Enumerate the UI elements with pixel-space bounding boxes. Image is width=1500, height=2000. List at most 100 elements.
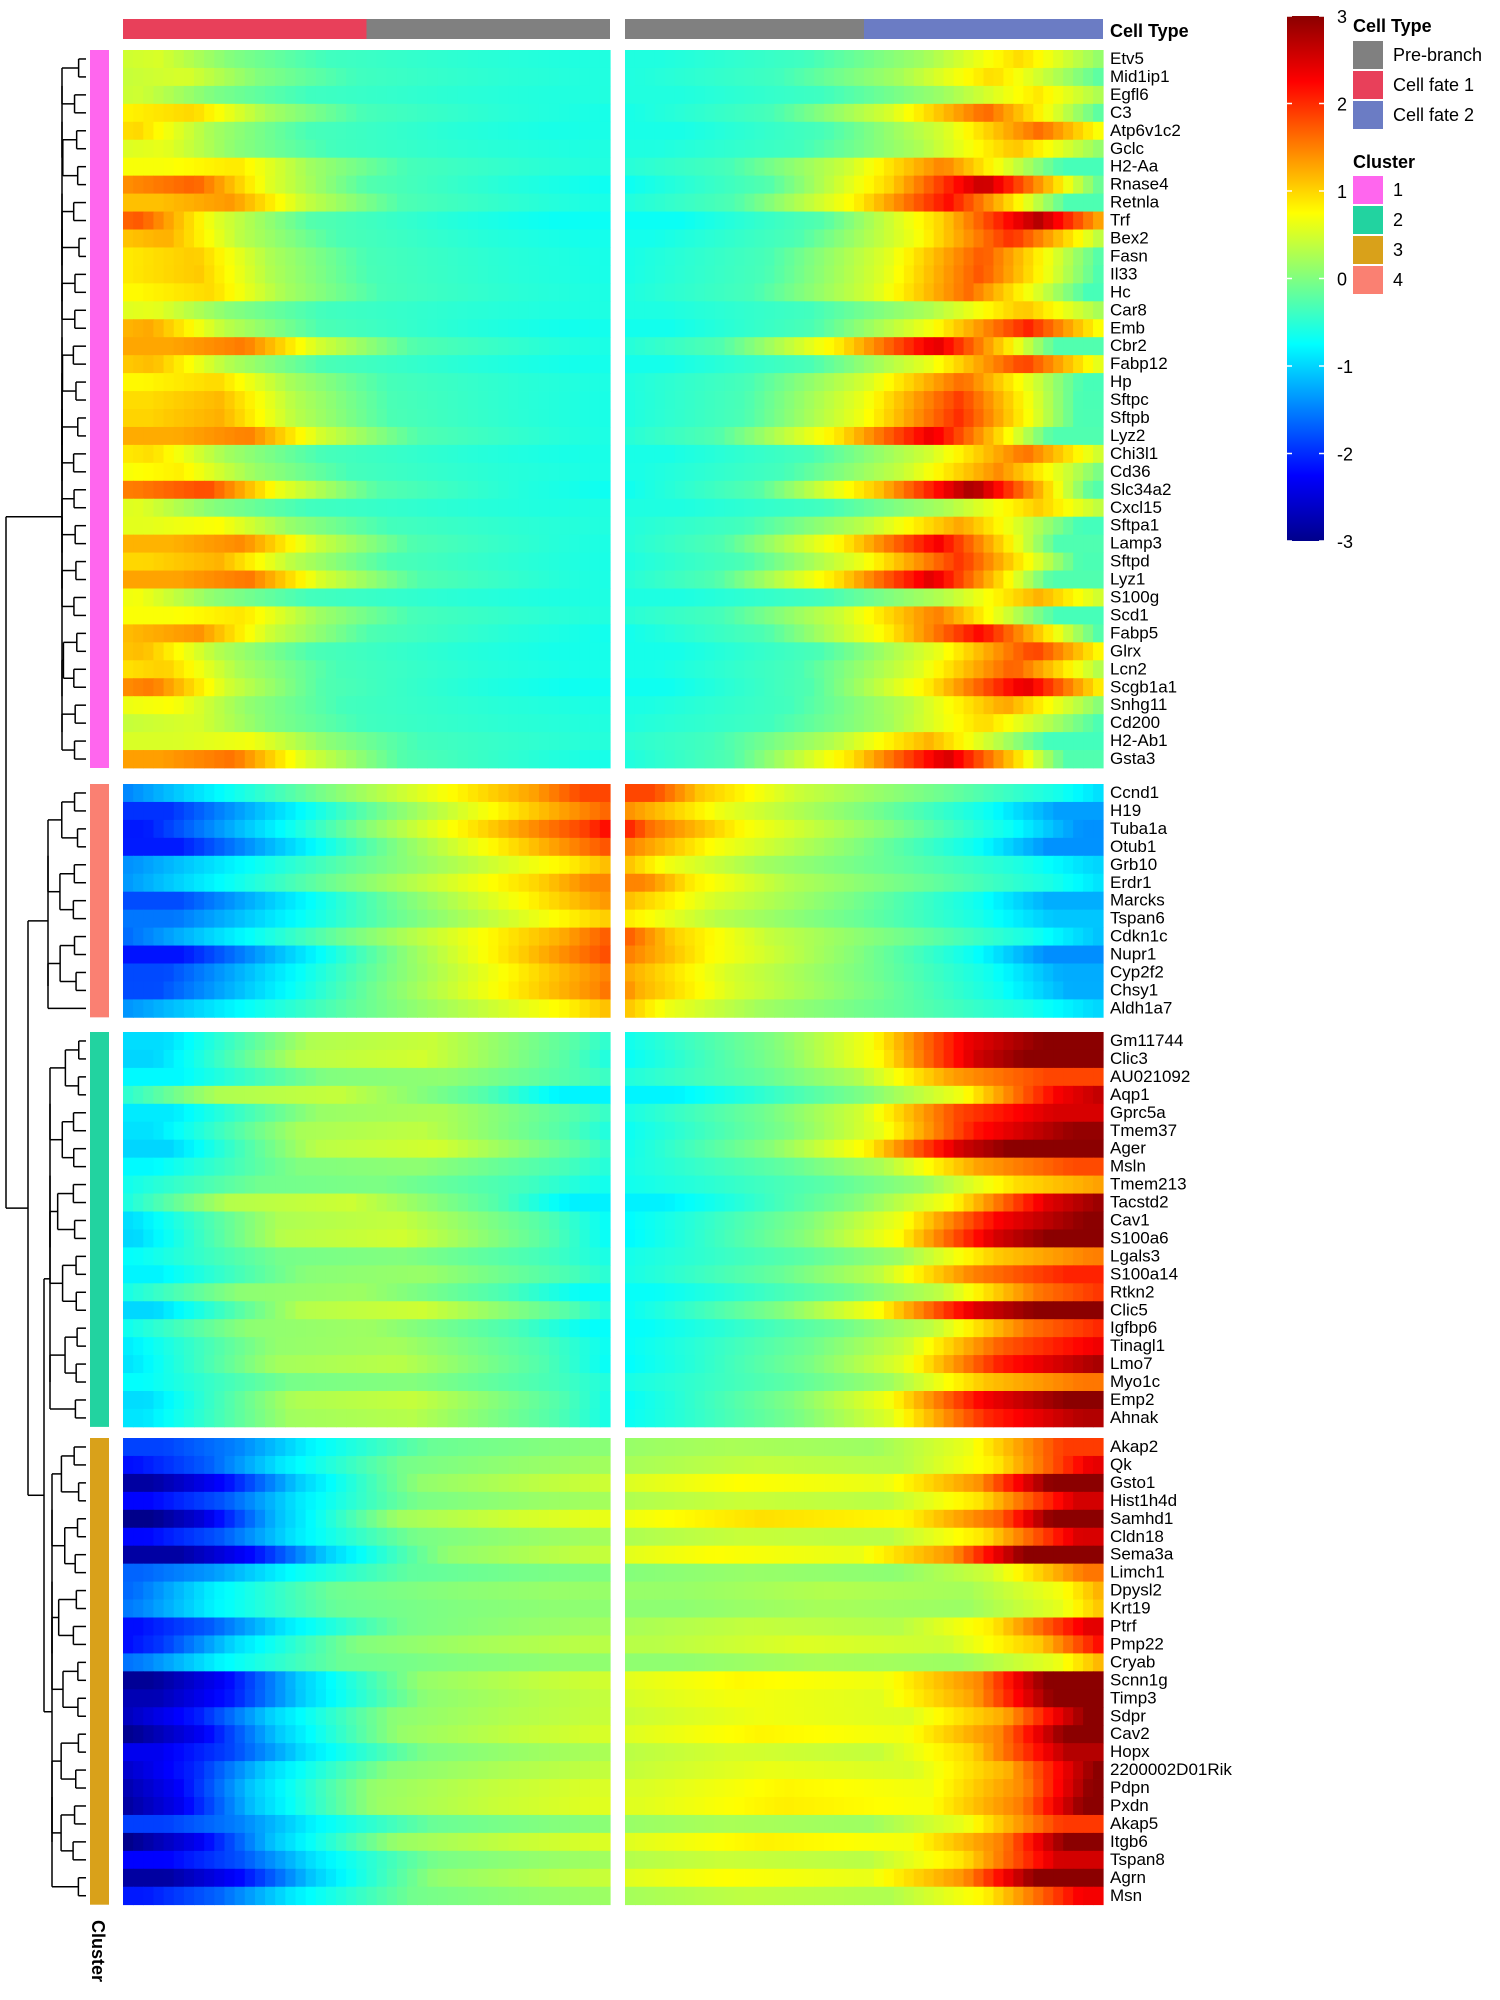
heatmap-cell bbox=[834, 606, 845, 625]
heatmap-cell bbox=[528, 516, 540, 536]
heatmap-cell bbox=[488, 265, 499, 284]
heatmap-cell bbox=[478, 678, 489, 697]
heatmap-cell bbox=[644, 229, 656, 248]
heatmap-cell bbox=[744, 516, 756, 536]
heatmap-cell bbox=[1013, 319, 1024, 338]
heatmap-cell bbox=[356, 211, 368, 230]
heatmap-cell bbox=[634, 193, 646, 212]
heatmap-cell bbox=[569, 570, 581, 589]
heatmap-cell bbox=[457, 516, 469, 536]
heatmap-cell bbox=[814, 570, 825, 589]
heatmap-cell bbox=[336, 552, 347, 571]
heatmap-cell bbox=[295, 193, 307, 212]
heatmap-cell bbox=[625, 516, 636, 536]
heatmap-cell bbox=[644, 891, 656, 911]
heatmap-cell bbox=[893, 909, 905, 928]
heatmap-cell bbox=[579, 50, 591, 69]
heatmap-cell bbox=[644, 678, 656, 697]
heatmap-cell bbox=[204, 801, 215, 821]
heatmap-cell bbox=[417, 855, 428, 875]
heatmap-cell bbox=[704, 678, 716, 697]
heatmap-cell bbox=[234, 211, 246, 230]
heatmap-cell bbox=[467, 193, 479, 212]
heatmap-cell bbox=[275, 642, 286, 661]
heatmap-cell bbox=[1083, 229, 1094, 248]
heatmap-cell bbox=[569, 319, 581, 338]
heatmap-cell bbox=[724, 355, 736, 374]
heatmap-cell bbox=[1073, 229, 1084, 248]
heatmap-cell bbox=[644, 660, 656, 679]
heatmap-cell bbox=[684, 678, 696, 697]
heatmap-cell bbox=[427, 157, 439, 177]
heatmap-cell bbox=[923, 301, 935, 320]
heatmap-cell bbox=[153, 301, 165, 320]
heatmap-cell bbox=[744, 534, 756, 553]
heatmap-cell bbox=[1073, 426, 1084, 446]
heatmap-cell bbox=[744, 139, 756, 159]
heatmap-cell bbox=[963, 103, 975, 123]
heatmap-cell bbox=[427, 193, 439, 212]
heatmap-cell bbox=[1053, 283, 1064, 302]
heatmap-cell bbox=[315, 873, 327, 893]
heatmap-cell bbox=[163, 909, 175, 928]
heatmap-cell bbox=[376, 873, 388, 893]
heatmap-cell bbox=[933, 819, 945, 839]
heatmap-cell bbox=[133, 229, 144, 248]
heatmap-cell bbox=[784, 498, 795, 518]
heatmap-cell bbox=[396, 480, 408, 500]
heatmap-cell bbox=[254, 891, 266, 911]
heatmap-cell bbox=[559, 801, 571, 821]
heatmap-cell bbox=[325, 193, 337, 212]
heatmap-cell bbox=[883, 498, 895, 518]
heatmap-cell bbox=[923, 409, 935, 428]
heatmap-cell bbox=[864, 570, 875, 589]
heatmap-cell bbox=[305, 606, 317, 625]
heatmap-cell bbox=[744, 642, 756, 661]
heatmap-cell bbox=[214, 283, 226, 302]
heatmap-cell bbox=[194, 373, 205, 392]
heatmap-cell bbox=[814, 855, 825, 875]
heatmap-cell bbox=[1063, 426, 1074, 446]
heatmap-cell bbox=[549, 157, 560, 177]
heatmap-cell bbox=[569, 193, 581, 212]
heatmap-cell bbox=[1013, 462, 1024, 482]
heatmap-cell bbox=[1023, 319, 1034, 338]
heatmap-cell bbox=[518, 642, 530, 661]
heatmap-cell bbox=[366, 624, 378, 643]
heatmap-cell bbox=[417, 355, 428, 374]
heatmap-cell bbox=[447, 873, 459, 893]
heatmap-cell bbox=[1093, 606, 1104, 625]
heatmap-cell bbox=[346, 139, 357, 159]
heatmap-cell bbox=[814, 301, 825, 320]
heatmap-cell bbox=[1013, 139, 1024, 159]
heatmap-cell bbox=[315, 732, 327, 751]
heatmap-row bbox=[123, 660, 1104, 679]
heatmap-cell bbox=[508, 696, 520, 715]
heatmap-cell bbox=[764, 480, 775, 500]
heatmap-cell bbox=[163, 265, 175, 284]
heatmap-cell bbox=[204, 516, 215, 536]
heatmap-cell bbox=[1023, 67, 1034, 87]
heatmap-cell bbox=[234, 516, 246, 536]
heatmap-cell bbox=[923, 121, 935, 141]
heatmap-cell bbox=[893, 570, 905, 589]
heatmap-cell bbox=[396, 50, 408, 69]
heatmap-cell bbox=[714, 696, 726, 715]
heatmap-cell bbox=[325, 229, 337, 248]
heatmap-cell bbox=[356, 229, 368, 248]
heatmap-cell bbox=[447, 660, 459, 679]
heatmap-cell bbox=[1003, 784, 1014, 803]
heatmap-cell bbox=[1063, 462, 1074, 482]
heatmap-cell bbox=[864, 660, 875, 679]
heatmap-cell bbox=[538, 732, 550, 751]
heatmap-cell bbox=[1003, 283, 1014, 302]
heatmap-cell bbox=[774, 355, 785, 374]
heatmap-cell bbox=[376, 570, 388, 589]
heatmap-cell bbox=[774, 909, 785, 928]
heatmap-cell bbox=[754, 193, 766, 212]
heatmap-cell bbox=[579, 355, 591, 374]
heatmap-cell bbox=[724, 784, 736, 803]
heatmap-cell bbox=[1073, 516, 1084, 536]
heatmap-cell bbox=[224, 678, 236, 697]
heatmap-cell bbox=[143, 714, 155, 733]
